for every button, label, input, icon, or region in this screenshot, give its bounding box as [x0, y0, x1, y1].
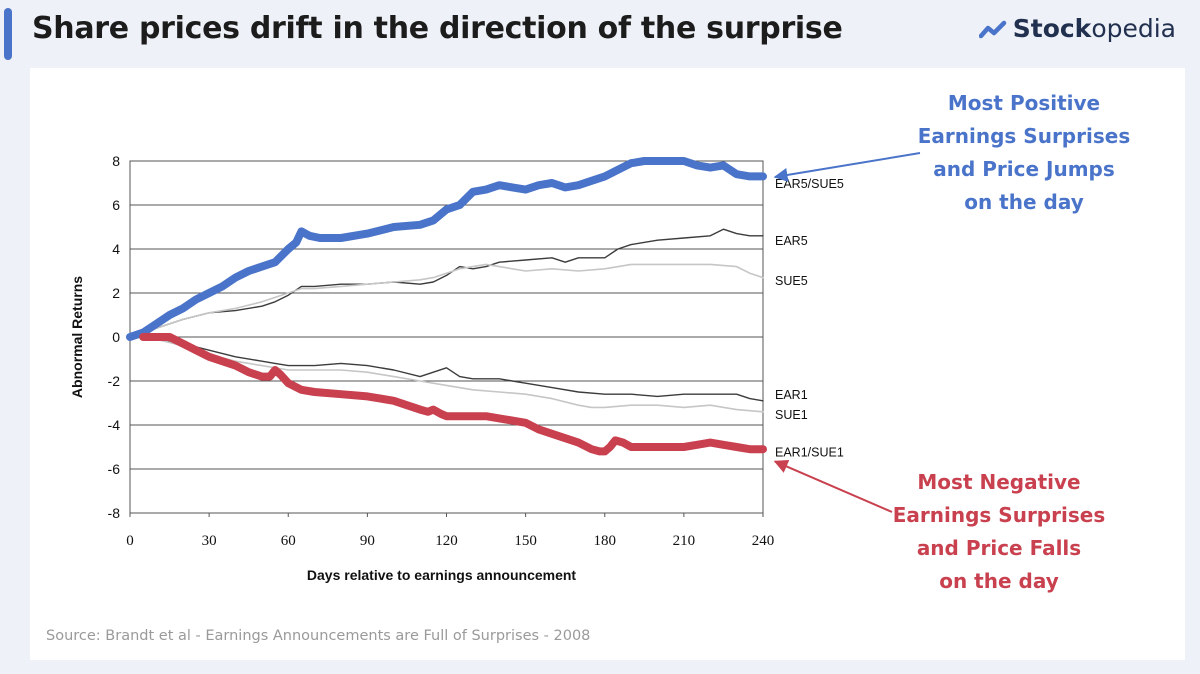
series-label: SUE1 — [775, 408, 808, 422]
callout-positive-line: on the day — [964, 190, 1084, 214]
x-tick-label: 60 — [281, 533, 296, 549]
y-tick-label: 0 — [112, 329, 120, 345]
x-tick-label: 120 — [435, 533, 458, 549]
callout-negative-line: on the day — [939, 569, 1059, 593]
annotation-arrow-positive — [773, 152, 921, 182]
source-note: Source: Brandt et al - Earnings Announce… — [46, 628, 591, 644]
y-tick-label: 2 — [112, 285, 120, 301]
callout-positive: Most Positive Earnings Surprises and Pri… — [915, 87, 1133, 219]
y-tick-label: 8 — [112, 153, 120, 169]
brand-logo[interactable]: Stockopedia — [978, 14, 1176, 43]
callout-positive-line: Earnings Surprises — [917, 124, 1131, 148]
y-tick-label: 6 — [112, 197, 120, 213]
series-label: EAR1 — [775, 388, 808, 402]
series-line-ear1-sue1 — [139, 333, 767, 456]
x-tick-label: 150 — [514, 533, 537, 549]
x-axis-label: Days relative to earnings announcement — [307, 567, 577, 583]
title-accent-bar — [4, 8, 12, 60]
series-line-ear1 — [129, 336, 764, 402]
callout-negative-line: Most Negative — [917, 470, 1081, 494]
series-line-sue1 — [129, 336, 764, 413]
y-tick-label: -4 — [108, 417, 121, 433]
trend-up-icon — [978, 20, 1006, 38]
brand-name-light: opedia — [1091, 14, 1176, 43]
y-tick-label: -8 — [108, 505, 121, 521]
series-label: EAR5 — [775, 234, 808, 248]
series-label: SUE5 — [775, 274, 808, 288]
x-tick-label: 30 — [202, 533, 217, 549]
annotation-arrow-negative — [773, 459, 893, 513]
y-tick-label: 4 — [112, 241, 120, 257]
callout-negative: Most Negative Earnings Surprises and Pri… — [885, 466, 1113, 598]
chart-panel: 8 6 4 2 0 -2 -4 -6 -8 0 30 60 90 120 150 180 210 240 Days … — [30, 68, 1185, 660]
page-title: Share prices drift in the direction of t… — [32, 11, 843, 46]
x-tick-label: 240 — [752, 533, 775, 549]
callout-negative-line: and Price Falls — [916, 536, 1082, 560]
series-label: EAR5/SUE5 — [775, 177, 844, 191]
series-line-sue5 — [129, 263, 764, 338]
x-tick-label: 0 — [126, 533, 134, 549]
callout-positive-line: and Price Jumps — [933, 157, 1115, 181]
callout-positive-line: Most Positive — [947, 91, 1101, 115]
callout-negative-line: Earnings Surprises — [892, 503, 1106, 527]
y-axis-label: Abnormal Returns — [69, 276, 85, 398]
chart: 8 6 4 2 0 -2 -4 -6 -8 0 30 60 90 120 150 180 210 240 Days … — [69, 152, 921, 583]
y-tick-label: -6 — [108, 461, 121, 477]
brand-name-strong: Stock — [1012, 14, 1092, 43]
series-label: EAR1/SUE1 — [775, 445, 844, 459]
y-tick-label: -2 — [108, 373, 121, 389]
x-tick-label: 90 — [360, 533, 375, 549]
x-tick-label: 210 — [673, 533, 696, 549]
x-tick-label: 180 — [594, 533, 617, 549]
series-line-ear5-sue5 — [126, 157, 767, 341]
